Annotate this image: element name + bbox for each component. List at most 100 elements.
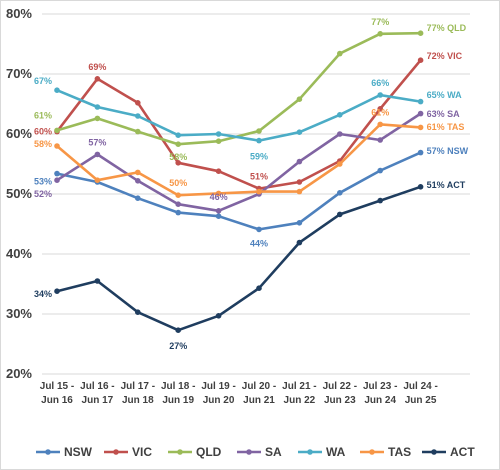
x-tick-label: Jul 22 - [323,381,357,392]
data-point-nsw [417,149,424,156]
data-point-vic [215,168,222,174]
data-point-wa [417,98,424,105]
end-label-wa: 65% WA [427,90,463,100]
data-point-tas [337,161,343,167]
data-point-vic [94,76,101,82]
data-point-act [175,327,181,334]
data-point-sa [135,178,141,184]
data-label: 59% [250,152,268,162]
data-point-nsw [337,190,343,196]
data-point-wa [256,137,262,144]
data-label: 52% [34,189,52,199]
legend-label-sa: SA [265,445,282,459]
data-point-nsw [135,195,141,201]
data-point-wa [135,113,141,119]
data-point-sa [175,201,181,207]
legend-marker-tas [369,449,375,455]
legend-label-wa: WA [326,445,346,459]
data-point-wa [377,92,384,98]
data-point-act [377,197,384,204]
x-tick-label: Jul 16 - [80,381,114,392]
data-point-sa [215,208,222,214]
x-tick-label: Jun 23 [324,395,356,406]
x-tick-label: Jun 17 [82,395,114,406]
data-point-act [54,288,60,295]
data-point-act [215,313,222,319]
series-line-nsw [55,151,422,231]
x-tick-label: Jul 20 - [242,381,276,392]
data-point-sa [337,131,343,137]
y-tick-label: 40% [6,246,32,261]
data-point-qld [337,50,343,57]
data-point-qld [256,128,262,134]
data-label: 46% [210,192,228,202]
data-label: 61% [371,107,389,117]
legend-label-nsw: NSW [64,445,93,459]
x-tick-label: Jun 24 [364,395,396,406]
data-label: 57% [88,137,106,147]
data-point-tas [135,169,141,176]
series-line-wa [55,88,422,142]
x-tick-label: Jun 21 [243,395,275,406]
data-label: 50% [169,178,187,188]
y-tick-label: 80% [6,6,32,21]
data-point-qld [94,115,101,122]
end-label-vic: 72% VIC [427,51,463,61]
x-tick-label: Jul 23 - [363,381,397,392]
x-tick-label: Jun 18 [122,395,154,406]
data-point-sa [377,137,384,143]
y-tick-label: 50% [6,186,32,201]
data-point-tas [296,188,303,195]
series-line-vic [55,58,422,190]
data-point-act [135,309,141,316]
data-point-qld [175,141,181,147]
end-label-qld: 77% QLD [427,23,467,33]
x-tick-label: Jul 15 - [40,381,74,392]
data-label: 34% [34,289,52,299]
data-point-vic [377,106,384,112]
data-point-nsw [296,220,303,226]
data-label: 69% [88,62,106,72]
data-label: 67% [34,76,52,86]
data-label: 44% [250,238,268,248]
data-point-sa [417,110,424,117]
data-point-tas [417,124,424,131]
data-point-nsw [256,226,262,233]
x-tick-label: Jun 16 [41,395,73,406]
legend-marker-act [431,449,437,455]
x-tick-label: Jul 18 - [161,381,195,392]
legend-label-act: ACT [450,445,475,459]
end-label-nsw: 57% NSW [427,146,469,156]
data-point-nsw [54,170,60,177]
data-label: 60% [34,127,52,137]
data-point-vic [417,57,424,63]
data-point-tas [215,190,222,197]
data-point-vic [135,100,141,106]
data-point-wa [54,87,60,93]
legend-label-tas: TAS [388,445,411,459]
data-point-act [417,184,424,190]
data-label: 53% [34,177,52,187]
data-point-qld [377,31,384,37]
y-tick-label: 60% [6,126,32,141]
y-tick-label: 20% [6,366,32,381]
x-tick-label: Jul 17 - [121,381,155,392]
end-label-act: 51% ACT [427,180,466,190]
legend-label-vic: VIC [132,445,152,459]
data-label: 61% [34,110,52,120]
legend-marker-nsw [45,449,51,455]
data-label: 66% [371,78,389,88]
data-point-nsw [377,167,384,174]
x-tick-label: Jun 20 [203,395,235,406]
data-point-wa [175,132,181,138]
data-point-sa [94,151,101,158]
legend-marker-sa [246,449,252,455]
data-point-wa [215,131,222,137]
data-point-wa [296,129,303,135]
data-point-qld [417,30,424,36]
data-label: 58% [34,139,52,149]
data-point-wa [337,112,343,118]
series-line-sa [55,112,422,213]
data-point-qld [54,127,60,134]
